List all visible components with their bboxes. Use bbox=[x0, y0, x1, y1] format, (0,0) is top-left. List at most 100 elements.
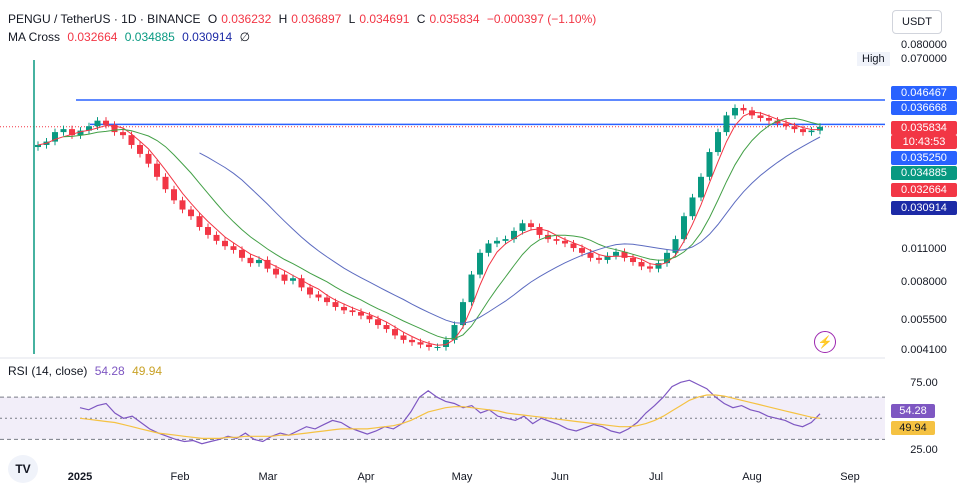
candle-body bbox=[341, 306, 347, 311]
candle-body bbox=[460, 302, 466, 326]
high-label: H bbox=[278, 12, 288, 26]
candle-body bbox=[171, 189, 177, 201]
candle-body bbox=[485, 243, 492, 253]
candle-body bbox=[664, 252, 670, 264]
open-value: 0.036232 bbox=[221, 12, 272, 26]
candle-body bbox=[621, 251, 628, 258]
candle-body bbox=[120, 132, 126, 136]
candle-body bbox=[358, 312, 364, 316]
candle-body bbox=[443, 339, 449, 347]
candle-body bbox=[613, 251, 619, 256]
bolt-icon[interactable]: ⚡ bbox=[814, 331, 836, 353]
x-axis-label: Apr bbox=[357, 471, 375, 483]
candle-body bbox=[188, 209, 194, 217]
candle-body bbox=[128, 135, 135, 145]
candle-body bbox=[553, 239, 560, 241]
candle-body bbox=[273, 268, 279, 275]
candle-body bbox=[375, 319, 381, 326]
x-axis-label: Mar bbox=[258, 471, 278, 483]
candle-body bbox=[502, 239, 509, 241]
x-axis-label: Jun bbox=[551, 471, 569, 483]
candle-body bbox=[800, 129, 806, 133]
rsi-ma-line bbox=[79, 394, 821, 439]
x-axis-label: Aug bbox=[742, 471, 762, 483]
candle-body bbox=[281, 274, 288, 281]
candle-body bbox=[655, 263, 662, 269]
candle-body bbox=[400, 335, 407, 340]
price-tick-label: 0.008000 bbox=[901, 276, 947, 288]
low-label: L bbox=[348, 12, 356, 26]
ma-slow-line bbox=[199, 136, 821, 324]
price-axis-tag: 0.035250 bbox=[891, 151, 957, 165]
candle-body bbox=[732, 107, 738, 116]
candle-body bbox=[519, 223, 526, 231]
price-axis-tag: 0.030914 bbox=[891, 201, 957, 215]
candle-body bbox=[111, 124, 118, 133]
candle-body bbox=[570, 243, 577, 249]
candle-body bbox=[723, 115, 730, 133]
price-axis-tag: 0.035834 bbox=[891, 121, 957, 135]
rsi-label[interactable]: RSI (14, close) bbox=[8, 364, 88, 378]
candle-body bbox=[332, 302, 339, 307]
candle-body bbox=[596, 257, 602, 260]
price-tick-label: 0.080000 bbox=[901, 39, 947, 51]
candle-body bbox=[324, 297, 330, 303]
ma-slow-value: 0.030914 bbox=[182, 30, 233, 44]
x-axis-label: Jul bbox=[648, 471, 664, 483]
candle-body bbox=[264, 259, 271, 269]
rsi-ma-value: 49.94 bbox=[132, 364, 163, 378]
close-label: C bbox=[416, 12, 426, 26]
candle-body bbox=[604, 255, 611, 260]
candle-body bbox=[638, 262, 645, 267]
candle-body bbox=[672, 239, 679, 253]
rsi-line bbox=[79, 379, 821, 445]
x-axis-label: Feb bbox=[170, 471, 190, 483]
candle-body bbox=[103, 120, 109, 125]
symbol-label[interactable]: PENGU / TetherUS · 1D · BINANCE bbox=[8, 12, 201, 26]
price-axis-tag: 0.032664 bbox=[891, 183, 957, 197]
candle-body bbox=[290, 278, 296, 281]
candle-body bbox=[349, 310, 356, 313]
ma-cross-header[interactable]: MA Cross 0.032664 0.034885 0.030914 ∅ bbox=[8, 30, 254, 44]
candle-body bbox=[60, 129, 67, 133]
rsi-axis-tag: 49.94 bbox=[891, 421, 935, 435]
candle-body bbox=[757, 115, 764, 119]
candle-body bbox=[230, 246, 237, 250]
rsi-axis-tag: 54.28 bbox=[891, 404, 935, 418]
ma-fast-value: 0.032664 bbox=[67, 30, 118, 44]
candle-body bbox=[579, 248, 585, 253]
high-label-tag: High bbox=[857, 52, 890, 66]
candle-body bbox=[715, 132, 721, 153]
candle-body bbox=[681, 216, 687, 240]
rsi-band bbox=[0, 397, 885, 440]
candle-body bbox=[145, 153, 152, 164]
candle-body bbox=[511, 230, 517, 240]
candle-body bbox=[205, 227, 211, 235]
candle-body bbox=[477, 252, 483, 275]
tradingview-logo-icon[interactable]: TV bbox=[8, 455, 38, 483]
candle-body bbox=[77, 130, 84, 136]
candle-body bbox=[783, 123, 789, 127]
ma-fast-line bbox=[37, 111, 821, 346]
price-tick-label: 0.005500 bbox=[901, 314, 947, 326]
low-value: 0.034691 bbox=[359, 12, 410, 26]
candle-body bbox=[52, 132, 58, 142]
candle-body bbox=[256, 259, 262, 264]
price-axis-tag: 0.036668 bbox=[891, 101, 957, 115]
rsi-header[interactable]: RSI (14, close) 54.28 49.94 bbox=[8, 364, 162, 378]
price-axis-tag: 0.046467 bbox=[891, 86, 957, 100]
ma-mid-value: 0.034885 bbox=[124, 30, 175, 44]
ma-cross-label[interactable]: MA Cross bbox=[8, 30, 61, 44]
ohlc-header: PENGU / TetherUS · 1D · BINANCE O 0.03623… bbox=[8, 12, 600, 26]
close-value: 0.035834 bbox=[429, 12, 480, 26]
candle-body bbox=[468, 274, 475, 303]
currency-button[interactable]: USDT bbox=[892, 10, 942, 34]
ma-empty-symbol: ∅ bbox=[239, 30, 251, 44]
candle-body bbox=[222, 240, 228, 247]
candle-body bbox=[740, 107, 747, 111]
x-axis-label: Sep bbox=[840, 471, 860, 483]
candle-body bbox=[808, 130, 815, 133]
candle-body bbox=[162, 176, 169, 190]
price-tick-label: 0.070000 bbox=[901, 53, 947, 65]
